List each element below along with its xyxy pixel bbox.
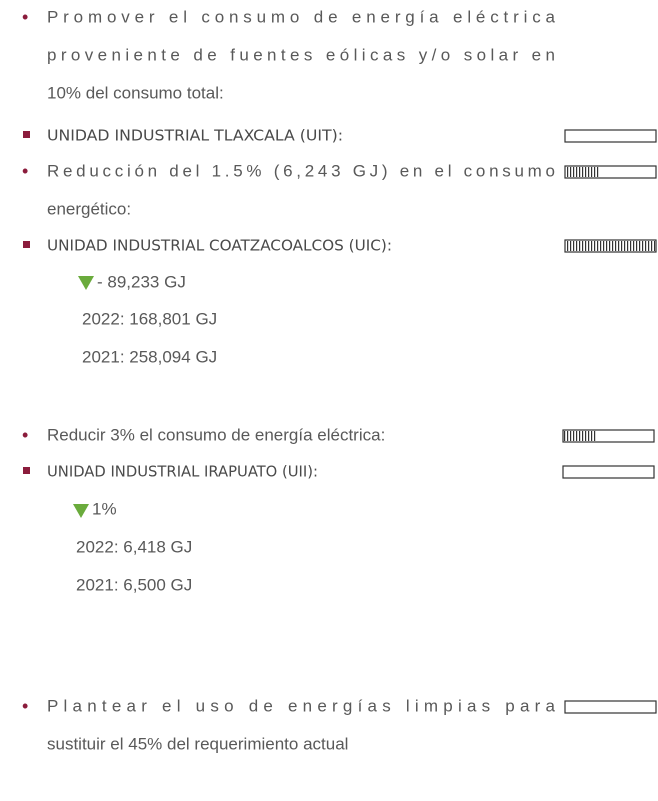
bullet: • [22,696,28,716]
progress-box [564,129,657,143]
down-triangle [78,276,94,290]
progress-box [562,465,655,479]
progress-fill [564,431,597,441]
detail: 2021: 258,094 GJ [82,347,217,366]
progress-box [564,700,657,714]
progress-fill [566,167,599,177]
down-triangle [73,504,89,518]
heading: UNIDAD INDUSTRIAL COATZACOALCOS (UIC): [47,237,392,255]
paragraph-line: Reducir 3% el consumo de energía eléctri… [47,425,385,444]
heading: UNIDAD INDUSTRIAL TLAXCALA (UIT): [47,127,343,145]
square-bullet [23,467,30,474]
detail: 2022: 168,801 GJ [82,309,217,328]
paragraph-line: Reducción del 1.5% (6,243 GJ) en el cons… [47,161,555,180]
change: - 89,233 GJ [97,272,186,291]
paragraph-line: Promover el consumo de energía eléctrica [47,7,556,26]
progress-fill [566,241,655,251]
bullet: • [22,7,28,27]
heading: UNIDAD INDUSTRIAL IRAPUATO (UII): [47,463,318,481]
paragraph-line: energético: [47,199,131,218]
bullet: • [22,161,28,181]
detail: 2022: 6,418 GJ [76,537,192,556]
paragraph-line: sustituir el 45% del requerimiento actua… [47,734,348,753]
square-bullet [23,131,30,138]
detail: 2021: 6,500 GJ [76,575,192,594]
paragraph-line: Plantear el uso de energías limpias para [47,696,556,715]
paragraph-line: 10% del consumo total: [47,83,224,102]
paragraph-line: proveniente de fuentes eólicas y/o solar… [47,45,555,64]
bullet: • [22,425,28,445]
change: 1% [92,499,117,518]
square-bullet [23,241,30,248]
